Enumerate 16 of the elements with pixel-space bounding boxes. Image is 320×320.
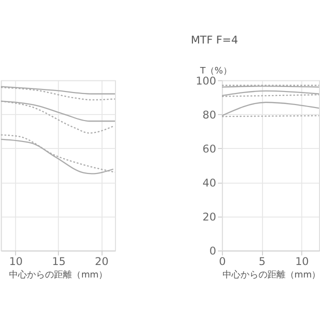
x-tick-label: 10 [9, 255, 23, 268]
x-axis-title: 中心からの距離（mm） [9, 270, 108, 281]
x-tick-label: 10 [295, 255, 310, 268]
x-tick-label: 0 [218, 255, 226, 268]
y-tick-label: 20 [202, 210, 216, 224]
y-tick-label: 60 [202, 142, 216, 156]
x-tick-label: 20 [94, 255, 109, 268]
y-axis-title: T（%） [199, 66, 232, 77]
y-tick-label: 0 [209, 244, 216, 258]
x-tick-label: 15 [52, 255, 66, 268]
x-axis-title: 中心からの距離（mm） [222, 270, 320, 281]
y-tick-label: 100 [196, 74, 216, 88]
x-tick-label: 5 [258, 255, 266, 268]
y-tick-label: 80 [202, 108, 216, 122]
chart-title: MTF F=4 [190, 34, 238, 47]
y-tick-label: 40 [202, 176, 216, 190]
